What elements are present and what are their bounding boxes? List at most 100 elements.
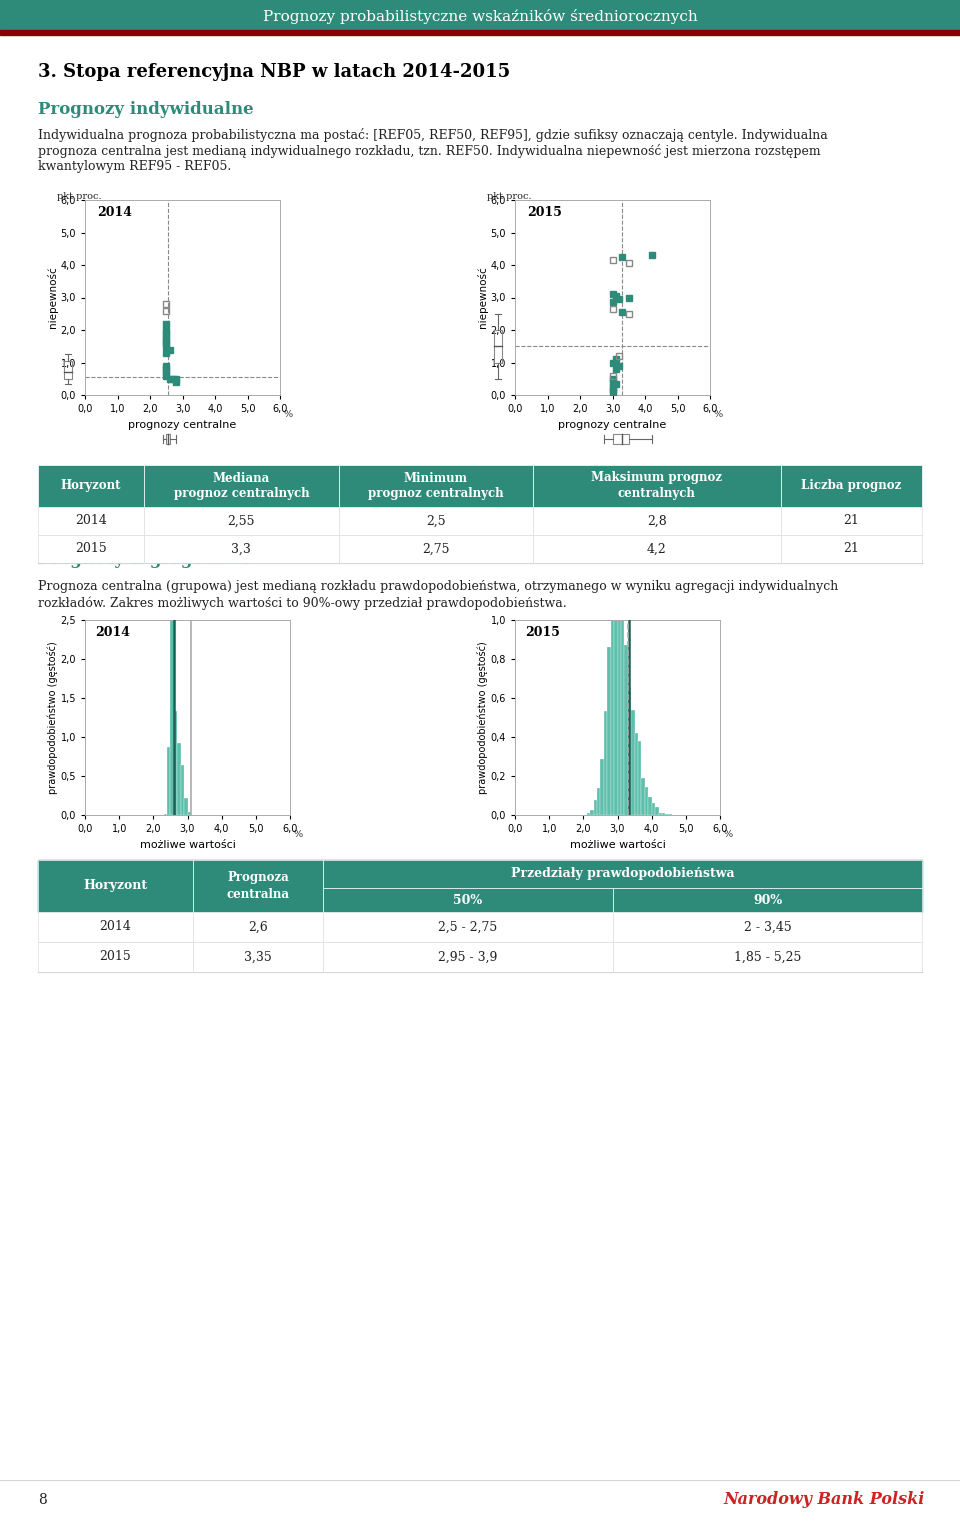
Text: 2,55: 2,55 [228, 514, 255, 528]
Text: Liczba prognoz: Liczba prognoz [802, 479, 901, 493]
Bar [587, 813, 590, 814]
Bar [339, 507, 533, 536]
Bar [600, 759, 604, 814]
Bar [648, 798, 652, 814]
Bar [171, 349, 174, 814]
Text: 2,5: 2,5 [426, 514, 445, 528]
Text: Horyzont: Horyzont [84, 880, 148, 892]
Y-axis label: niepewność: niepewność [477, 266, 488, 329]
Bar [652, 802, 655, 814]
Text: 2015: 2015 [100, 951, 132, 963]
Bar [780, 507, 922, 536]
Text: 90%: 90% [753, 893, 782, 907]
Bar [144, 466, 339, 507]
Text: Minimum
prognoz centralnych: Minimum prognoz centralnych [368, 472, 504, 501]
Bar [659, 813, 661, 814]
Bar [597, 788, 600, 814]
Text: Narodowy Bank Polski: Narodowy Bank Polski [724, 1492, 925, 1508]
Bar [38, 942, 193, 973]
Bar [661, 813, 665, 814]
Bar [187, 813, 191, 814]
Bar [38, 860, 193, 912]
Text: 2,5 - 2,75: 2,5 - 2,75 [439, 921, 497, 933]
Bar [780, 466, 922, 507]
Bar [613, 887, 922, 912]
Text: 2015: 2015 [525, 626, 560, 639]
Text: Prognozy zagregowane: Prognozy zagregowane [38, 551, 252, 569]
Bar [533, 507, 780, 536]
Text: 21: 21 [843, 514, 859, 528]
Text: 2014: 2014 [100, 921, 132, 933]
Bar [655, 807, 659, 814]
Bar [631, 711, 635, 814]
Text: pkt proc.: pkt proc. [57, 192, 102, 201]
Text: 2,6: 2,6 [248, 921, 268, 933]
Bar [621, 600, 624, 814]
Bar [0, 0, 960, 30]
Bar [780, 536, 922, 563]
Text: Prognozy probabilistyczne wskaźników średniorocznych: Prognozy probabilistyczne wskaźników śre… [263, 9, 697, 24]
Bar [608, 647, 611, 814]
Text: 2 - 3,45: 2 - 3,45 [744, 921, 791, 933]
Bar [590, 810, 593, 814]
Bar [641, 778, 645, 814]
Text: Maksimum prognoz
centralnych: Maksimum prognoz centralnych [591, 472, 722, 501]
Bar [614, 572, 617, 814]
Bar [645, 787, 648, 814]
Bar [193, 860, 323, 912]
Y-axis label: prawdopodobieństwo (gęstość): prawdopodobieństwo (gęstość) [477, 641, 488, 794]
Bar [178, 743, 180, 814]
Text: kwantylowym REF95 - REF05.: kwantylowym REF95 - REF05. [38, 160, 231, 174]
Bar [323, 942, 613, 973]
Bar [604, 711, 608, 814]
Text: 2014: 2014 [95, 626, 131, 639]
Bar [593, 801, 597, 814]
Y-axis label: prawdopodobieństwo (gęstość): prawdopodobieństwo (gęstość) [47, 641, 58, 794]
Text: Horyzont: Horyzont [60, 479, 121, 493]
Bar [184, 798, 187, 814]
Text: 2015: 2015 [527, 205, 562, 219]
Text: prognoza centralna jest medianą indywidualnego rozkładu, tzn. REF50. Indywidualn: prognoza centralna jest medianą indywidu… [38, 145, 821, 158]
Text: 2014: 2014 [75, 514, 107, 528]
Text: 3,3: 3,3 [231, 542, 252, 556]
Bar [144, 507, 339, 536]
Bar [166, 434, 170, 444]
Bar [0, 30, 960, 35]
Text: 3. Stopa referencyjna NBP w latach 2014-2015: 3. Stopa referencyjna NBP w latach 2014-… [38, 62, 511, 81]
Bar [193, 942, 323, 973]
Text: %: % [294, 829, 303, 839]
Text: Mediana
prognoz centralnych: Mediana prognoz centralnych [174, 472, 309, 501]
Bar [38, 466, 144, 507]
Text: Prognoza centralna (grupowa) jest medianą rozkładu prawdopodobieństwa, otrzymane: Prognoza centralna (grupowa) jest median… [38, 580, 838, 594]
X-axis label: możliwe wartości: możliwe wartości [139, 840, 235, 849]
Bar [494, 330, 502, 362]
Text: 4,2: 4,2 [647, 542, 666, 556]
Bar [174, 711, 178, 814]
Bar [617, 584, 621, 814]
Bar [64, 361, 72, 379]
Bar [38, 536, 144, 563]
Bar [613, 942, 922, 973]
Bar [323, 887, 613, 912]
Bar [193, 912, 323, 942]
Bar [323, 860, 922, 887]
Text: 3,35: 3,35 [244, 951, 272, 963]
Bar [635, 734, 638, 814]
Y-axis label: niepewność: niepewność [47, 266, 58, 329]
Text: 2,8: 2,8 [647, 514, 666, 528]
Bar [323, 912, 613, 942]
Text: 2,75: 2,75 [422, 542, 449, 556]
X-axis label: prognozy centralne: prognozy centralne [129, 420, 236, 429]
Text: Indywidualna prognoza probabilistyczna ma postać: [REF05, REF50, REF95], gdzie s: Indywidualna prognoza probabilistyczna m… [38, 128, 828, 142]
Text: Przedziały prawdopodobieństwa: Przedziały prawdopodobieństwa [511, 868, 734, 881]
Text: 8: 8 [38, 1493, 47, 1507]
Bar [533, 466, 780, 507]
Text: %: % [284, 409, 293, 419]
Text: 2015: 2015 [75, 542, 107, 556]
Bar [638, 741, 641, 814]
Bar [339, 466, 533, 507]
Text: pkt proc.: pkt proc. [487, 192, 532, 201]
Bar [628, 688, 631, 814]
Text: rozkładów. Zakres możliwych wartości to 90%-owy przedział prawdopodobieństwa.: rozkładów. Zakres możliwych wartości to … [38, 597, 566, 609]
Bar [339, 536, 533, 563]
